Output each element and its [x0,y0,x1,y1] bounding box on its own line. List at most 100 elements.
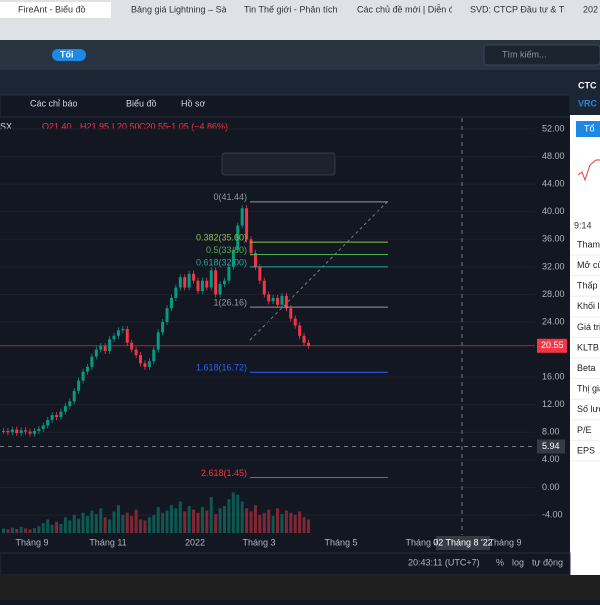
panel-bar [0,70,570,95]
x-tick-label: Tháng 9 [488,537,521,547]
x-tick-label: Tháng 9 [15,537,48,547]
volume-bar [147,517,151,533]
volume-bar [10,527,14,533]
volume-bar [249,511,253,533]
volume-bar [112,511,116,533]
browser-tab[interactable] [113,2,224,18]
candle [267,294,271,302]
volume-bar [6,529,10,533]
chart-button[interactable]: Biểu đồ [126,98,157,108]
percent-toggle[interactable]: % [496,557,504,567]
panel-row: EPS [577,445,595,455]
theme-toggle[interactable] [52,49,86,61]
volume-bar [50,524,54,533]
chart-toolbar [0,94,571,118]
volume-bar [85,515,89,533]
log-toggle[interactable]: log [512,557,524,567]
candle [81,371,85,381]
volume-bar [90,510,94,533]
candle [125,328,129,343]
candle [50,415,54,420]
candle [240,208,244,226]
tab-title: Các chủ đề mới | Diễn đàn... [357,4,471,14]
crosshair-price-box [537,439,565,454]
y-tick-label: 48.00 [542,151,565,161]
candle [19,430,23,433]
volume-bar [125,512,129,533]
candle [183,277,187,288]
candle [143,363,147,367]
volume-bar [15,528,19,533]
volume-bar [134,509,138,533]
volume-bar [99,508,103,533]
candle [293,318,297,326]
panel-row: Giá tri [577,322,600,332]
volume-bar [174,508,178,533]
y-tick-label: 24.00 [542,316,565,326]
volume-bar [280,514,284,533]
profile-button[interactable]: Hồ sơ [181,98,206,108]
browser-tab[interactable] [0,2,111,18]
volume-bar [205,510,209,533]
volume-bar [68,520,72,533]
indicators-button[interactable]: Các chỉ báo [30,98,78,108]
candle [236,225,240,250]
candle [302,335,306,343]
y-tick-label: 28.00 [542,289,565,299]
candle [99,346,103,350]
candle [280,295,284,305]
fib-label: 1(26.16) [213,298,247,308]
candle [41,425,45,429]
ohlc-high: H21.95 [80,121,109,131]
volume-bar [72,515,76,533]
tab-title: FireAnt - Biểu đồ [18,4,86,14]
volume-bar [108,519,112,533]
volume-bar [227,499,231,533]
volume-bar [178,501,182,533]
volume-bar [121,515,125,533]
tab-title: 202 [583,4,598,14]
browser-tab[interactable] [226,2,337,18]
browser-tab[interactable] [339,2,450,18]
volume-bar [165,510,169,533]
volume-bar [298,511,302,533]
ohlc-low: L20.50 [112,121,140,131]
auto-toggle[interactable]: tự động [532,557,563,567]
volume-bar [37,526,41,533]
candle [205,280,209,288]
browser-tab[interactable] [452,2,563,18]
candle [2,430,5,432]
candle [249,239,253,254]
fib-label: 0.618(32.00) [196,257,247,267]
candle [32,430,36,434]
volume-bar [192,509,196,533]
browser-tab[interactable] [565,2,600,18]
candle [147,361,151,367]
time-axis [0,535,570,553]
candle [130,342,134,350]
y-tick-label: 4.00 [542,454,560,464]
volume-bar [267,509,271,533]
search-placeholder: Tìm kiếm... [502,49,547,59]
volume-bar [28,529,32,533]
candle [77,380,81,391]
panel-button[interactable] [576,121,600,137]
volume-bar [240,501,244,533]
volume-bar [223,506,226,533]
volume-bar [214,514,218,533]
volume-bar [196,512,200,533]
drawing-toolbar[interactable] [221,152,336,176]
ohlc-open: O21.40 [42,121,72,131]
candle [24,430,28,432]
volume-bar [262,512,266,533]
fib-label: 1.618(16.72) [196,363,247,373]
candle [174,287,178,298]
search-box[interactable] [483,44,600,66]
candle [187,273,191,288]
volume-bar [245,508,249,533]
x-tick-label: Tháng 11 [89,537,126,547]
candle [28,431,32,434]
volume-bar [156,506,160,533]
volume-bar [2,528,5,533]
